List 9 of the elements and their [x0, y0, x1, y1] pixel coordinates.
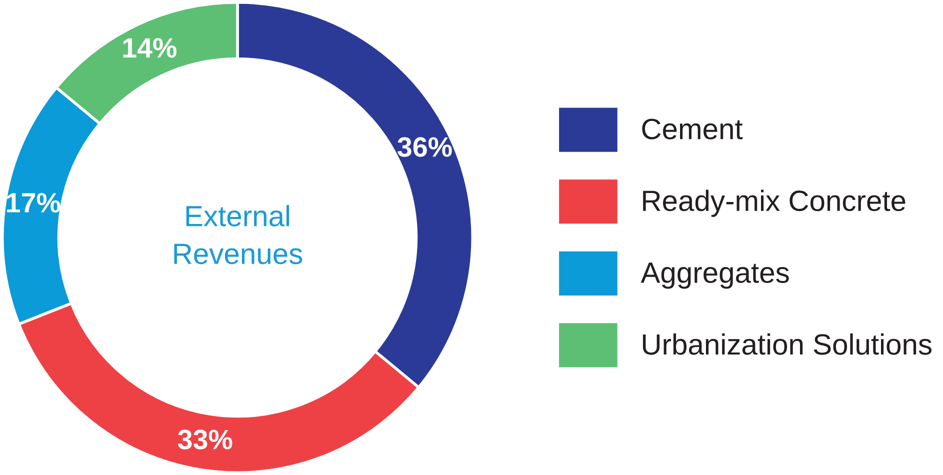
text: External Revenues [174, 205, 302, 264]
data-label: 33% [178, 430, 232, 450]
legend-label: Urbanization Solutions [642, 333, 932, 355]
data-label: 17% [7, 192, 60, 213]
data-label: 14% [123, 38, 176, 58]
data-label: 36% [398, 137, 452, 157]
legend-label: Aggregates [640, 262, 789, 289]
legend-label: Ready-mix Concrete [643, 190, 906, 217]
legend-label: Cement [642, 118, 743, 140]
